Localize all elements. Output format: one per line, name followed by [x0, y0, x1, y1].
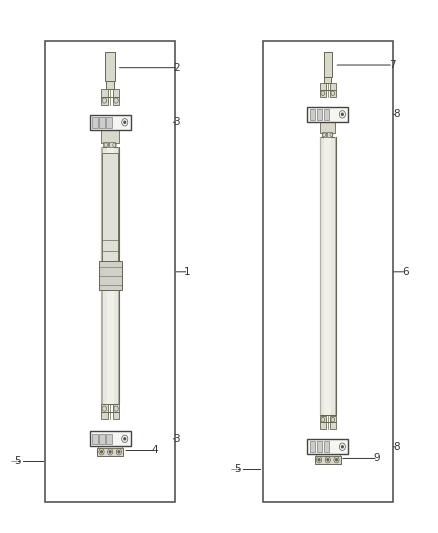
- Bar: [324, 109, 329, 119]
- Bar: [89, 115, 131, 130]
- Circle shape: [124, 438, 126, 440]
- Text: —: —: [11, 458, 18, 464]
- Bar: [97, 448, 123, 456]
- Bar: [99, 261, 122, 290]
- Bar: [102, 153, 118, 261]
- Bar: [113, 89, 119, 105]
- Bar: [320, 416, 325, 429]
- Text: 8: 8: [393, 442, 400, 452]
- Bar: [106, 52, 115, 81]
- Text: 1: 1: [184, 267, 191, 277]
- Bar: [102, 130, 119, 143]
- Bar: [99, 443, 122, 448]
- Text: 2: 2: [173, 63, 180, 72]
- Bar: [320, 136, 336, 415]
- Bar: [335, 136, 336, 415]
- Bar: [310, 109, 315, 119]
- Bar: [317, 109, 322, 119]
- Bar: [101, 405, 108, 419]
- Bar: [307, 439, 349, 454]
- Bar: [324, 52, 332, 77]
- Circle shape: [342, 446, 343, 448]
- Circle shape: [336, 459, 337, 461]
- Bar: [92, 117, 98, 127]
- Bar: [103, 142, 109, 147]
- Text: 4: 4: [152, 446, 158, 456]
- Bar: [110, 142, 115, 147]
- Bar: [316, 451, 339, 456]
- Bar: [106, 433, 112, 444]
- Bar: [315, 456, 341, 464]
- Circle shape: [110, 451, 111, 453]
- Text: 9: 9: [374, 454, 380, 463]
- Circle shape: [118, 451, 120, 453]
- Bar: [92, 433, 98, 444]
- Bar: [310, 441, 315, 452]
- Bar: [262, 41, 393, 503]
- Bar: [99, 117, 105, 127]
- Text: 6: 6: [402, 267, 408, 277]
- Text: 3: 3: [173, 117, 180, 127]
- Bar: [45, 41, 176, 503]
- Bar: [101, 147, 119, 405]
- Bar: [330, 83, 336, 97]
- Text: 5: 5: [14, 456, 21, 466]
- Bar: [101, 89, 108, 105]
- Bar: [325, 136, 331, 415]
- Bar: [320, 83, 325, 97]
- Bar: [317, 441, 322, 452]
- Bar: [322, 132, 326, 136]
- Text: 5: 5: [234, 464, 241, 474]
- Bar: [320, 136, 321, 415]
- Text: 3: 3: [173, 434, 180, 444]
- Circle shape: [101, 451, 102, 453]
- Bar: [327, 132, 332, 136]
- Bar: [324, 441, 329, 452]
- Circle shape: [342, 114, 343, 115]
- Circle shape: [327, 459, 328, 461]
- Text: 7: 7: [389, 60, 396, 70]
- Bar: [101, 147, 102, 405]
- Bar: [106, 117, 112, 127]
- Bar: [307, 107, 349, 122]
- Circle shape: [318, 459, 320, 461]
- Bar: [89, 431, 131, 446]
- Text: 8: 8: [393, 109, 400, 119]
- Bar: [106, 147, 114, 405]
- Circle shape: [124, 121, 126, 123]
- Bar: [321, 122, 335, 133]
- Bar: [118, 147, 119, 405]
- Bar: [106, 81, 114, 89]
- Text: —: —: [231, 466, 238, 472]
- Bar: [99, 433, 105, 444]
- Bar: [113, 405, 119, 419]
- Bar: [325, 77, 331, 83]
- Bar: [330, 416, 336, 429]
